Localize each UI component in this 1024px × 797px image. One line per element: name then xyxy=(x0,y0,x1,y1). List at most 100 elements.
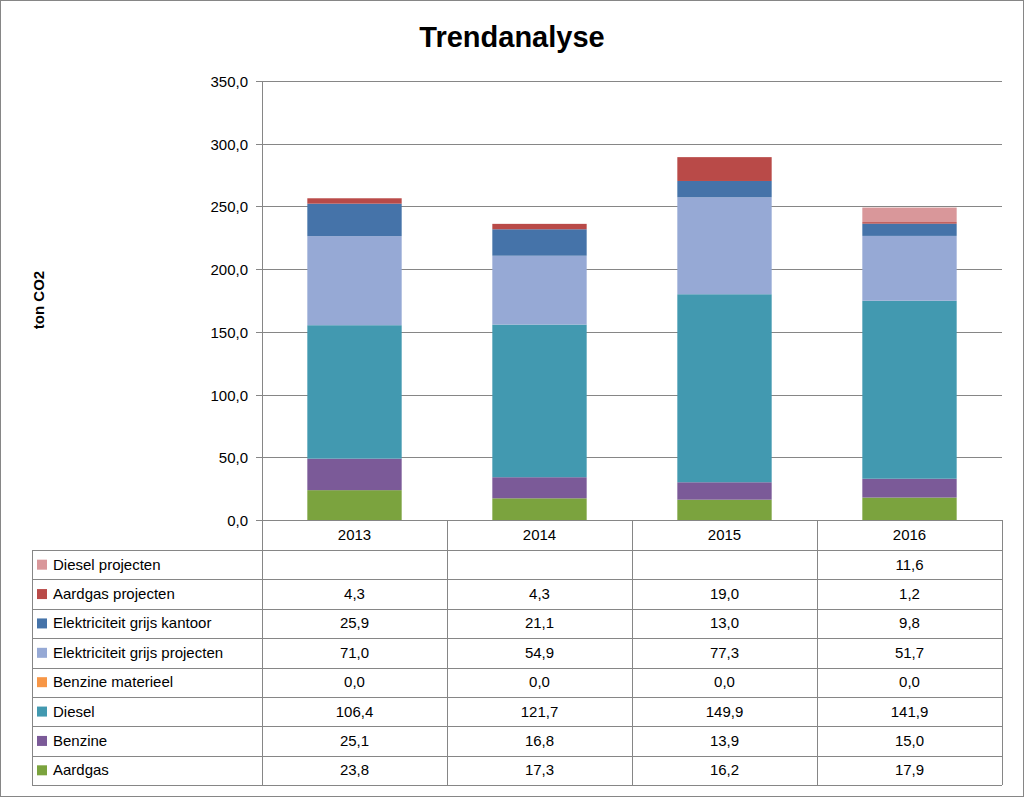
y-tick xyxy=(256,520,262,521)
table-value: 121,7 xyxy=(521,703,559,720)
y-tick-label: 300,0 xyxy=(210,136,248,153)
bar-segment xyxy=(307,204,401,236)
chart-frame xyxy=(1,1,1024,797)
table-value: 4,3 xyxy=(344,585,365,602)
y-tick-label: 350,0 xyxy=(210,73,248,90)
bar-segment xyxy=(862,236,956,301)
bar-segment xyxy=(862,222,956,224)
y-tick-label: 250,0 xyxy=(210,198,248,215)
bar-segment xyxy=(862,224,956,236)
category-label: 2016 xyxy=(893,526,926,543)
bar-segment xyxy=(862,479,956,498)
legend-label: Elektriciteit grijs kantoor xyxy=(53,614,211,631)
table-value: 1,2 xyxy=(899,585,920,602)
bar-segment xyxy=(677,157,771,181)
table-value: 0,0 xyxy=(714,673,735,690)
table-value: 0,0 xyxy=(344,673,365,690)
legend-key xyxy=(37,765,47,775)
y-tick-label: 200,0 xyxy=(210,261,248,278)
y-tick-label: 0,0 xyxy=(227,512,248,529)
legend-key xyxy=(37,589,47,599)
chart-title: Trendanalyse xyxy=(419,21,604,53)
y-axis-line xyxy=(262,81,263,520)
bar-segment xyxy=(677,197,771,294)
table-value: 16,2 xyxy=(710,761,739,778)
table-line xyxy=(32,668,1002,669)
table-value: 54,9 xyxy=(525,644,554,661)
y-tick xyxy=(256,269,262,270)
legend-key xyxy=(37,707,47,717)
bar-segment xyxy=(307,198,401,203)
y-tick xyxy=(256,81,262,82)
bar-segment xyxy=(862,498,956,520)
table-line xyxy=(32,756,1002,757)
bar-segment xyxy=(677,482,771,499)
table-line xyxy=(447,520,448,785)
y-tick-label: 150,0 xyxy=(210,324,248,341)
table-line xyxy=(32,550,33,785)
table-value: 4,3 xyxy=(529,585,550,602)
bar-segment xyxy=(677,294,771,482)
table-value: 149,9 xyxy=(706,703,744,720)
bar-segment xyxy=(492,498,586,520)
table-line xyxy=(32,785,1002,786)
category-label: 2015 xyxy=(708,526,741,543)
bar-segment xyxy=(492,256,586,325)
y-axis-label: ton CO2 xyxy=(30,271,47,329)
table-value: 0,0 xyxy=(899,673,920,690)
bar-segment xyxy=(862,301,956,479)
bar-segment xyxy=(677,181,771,197)
y-tick xyxy=(256,395,262,396)
table-value: 25,1 xyxy=(340,732,369,749)
table-line xyxy=(1002,520,1003,785)
bar-segment xyxy=(492,477,586,498)
bar-segment xyxy=(307,490,401,520)
category-label: 2013 xyxy=(338,526,371,543)
table-value: 77,3 xyxy=(710,644,739,661)
table-line xyxy=(32,609,1002,610)
table-line xyxy=(32,638,1002,639)
legend-label: Elektriciteit grijs projecten xyxy=(53,644,223,661)
table-line xyxy=(632,520,633,785)
legend-key xyxy=(37,736,47,746)
table-value: 9,8 xyxy=(899,614,920,631)
legend-key xyxy=(37,648,47,658)
legend-label: Aardgas projecten xyxy=(53,585,175,602)
legend-key xyxy=(37,618,47,628)
legend-label: Aardgas xyxy=(53,761,109,778)
legend-label: Diesel xyxy=(53,703,95,720)
category-label: 2014 xyxy=(523,526,556,543)
legend-key xyxy=(37,560,47,570)
table-value: 17,3 xyxy=(525,761,554,778)
data-table: 2013201420152016Diesel projecten11,6Aard… xyxy=(32,520,1003,786)
y-tick-label: 50,0 xyxy=(219,449,248,466)
y-tick xyxy=(256,332,262,333)
table-value: 13,9 xyxy=(710,732,739,749)
table-value: 51,7 xyxy=(895,644,924,661)
table-line xyxy=(32,579,1002,580)
table-line xyxy=(32,726,1002,727)
table-value: 0,0 xyxy=(529,673,550,690)
y-tick xyxy=(256,457,262,458)
bar-segment xyxy=(492,229,586,255)
grid-line xyxy=(262,81,1002,82)
bar-segment xyxy=(862,208,956,223)
bar-segment xyxy=(492,325,586,478)
bar-segment xyxy=(492,224,586,229)
table-value: 17,9 xyxy=(895,761,924,778)
legend-label: Benzine xyxy=(53,732,107,749)
grid-line xyxy=(262,144,1002,145)
table-line xyxy=(817,520,818,785)
y-tick xyxy=(256,144,262,145)
table-value: 25,9 xyxy=(340,614,369,631)
table-value: 23,8 xyxy=(340,761,369,778)
bar-segment xyxy=(307,459,401,490)
table-value: 13,0 xyxy=(710,614,739,631)
table-value: 19,0 xyxy=(710,585,739,602)
y-tick xyxy=(256,206,262,207)
y-tick-label: 100,0 xyxy=(210,387,248,404)
chart: Trendanalyse ton CO2 0,0 50,0 100,0 150,0 200,… xyxy=(0,0,1024,797)
table-line xyxy=(32,550,1002,551)
table-value: 21,1 xyxy=(525,614,554,631)
table-value: 106,4 xyxy=(336,703,374,720)
